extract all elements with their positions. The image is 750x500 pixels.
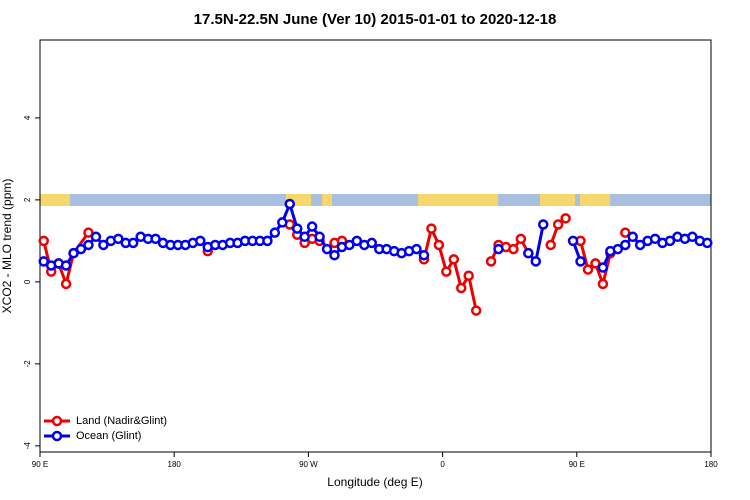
data-point [463,270,474,281]
x-tick-label: 180 [168,460,182,469]
data-point [545,239,556,251]
data-point [60,278,72,290]
data-point [284,198,296,210]
data-point [98,239,109,251]
data-point [515,233,527,245]
data-point [299,231,310,243]
data-point [687,231,698,243]
data-point [523,247,534,259]
legend: Land (Nadir&Glint) Ocean (Glint) [44,415,167,442]
data-point [195,235,206,247]
y-tick-label: 2 [23,197,32,202]
data-point [448,254,460,265]
data-point [485,256,497,267]
data-point [262,235,273,247]
data-point [75,243,87,255]
x-axis-label: Longitude (deg E) [327,475,422,489]
y-tick-label: -2 [23,360,32,368]
data-point [277,217,288,228]
data-point [455,282,467,294]
data-point [582,264,594,275]
x-tick-label: 90 E [569,460,585,469]
data-point [634,239,646,251]
data-point [344,239,355,251]
y-axis-label: XCO2 - MLO trend (ppm) [0,179,14,314]
data-point [329,249,340,261]
data-point [113,233,124,245]
data-point [306,221,318,232]
data-point [441,266,452,277]
x-tick-label: 90 E [32,460,48,469]
data-point [552,219,564,230]
chart-title: 17.5N-22.5N June (Ver 10) 2015-01-01 to … [194,11,557,28]
data-point [291,223,303,234]
data-point [68,247,79,259]
y-tick-label: -4 [23,442,32,450]
data-point [530,256,542,267]
data-point [127,237,139,249]
y-tick-label: 4 [23,115,32,120]
surface-band [40,194,711,206]
data-point [567,235,579,247]
data-point [597,278,609,290]
data-point [314,231,325,243]
data-point [90,231,102,243]
data-point [38,256,49,267]
legend-label: Ocean (Glint) [76,430,141,442]
data-point [702,237,713,249]
data-point [575,256,586,267]
data-point [508,243,519,255]
legend-label: Land (Nadir&Glint) [76,415,167,427]
data-point [627,231,638,243]
data-point [433,239,445,251]
data-point [612,243,624,255]
data-point [366,237,378,249]
x-tick-label: 90 W [299,460,318,469]
data-point [590,258,601,269]
data-point [150,233,161,245]
data-point [597,262,609,273]
data-point [411,243,422,255]
data-point [620,239,631,251]
data-point [269,227,281,238]
data-point [426,223,437,234]
data-point [60,260,72,271]
data-point [351,235,363,247]
data-point [620,227,631,238]
data-point [38,235,49,247]
data-point [493,243,504,255]
data-point [83,227,94,238]
data-point [664,235,676,247]
data-point [470,305,482,316]
data-point [321,243,333,255]
data-point [538,219,549,230]
x-tick-label: 0 [440,460,445,469]
legend-marker [51,430,63,442]
data-point [560,213,571,224]
data-point [649,233,661,245]
y-tick-label: 0 [23,279,32,284]
data-point [83,239,94,251]
legend-marker [51,415,63,427]
x-tick-label: 180 [704,460,718,469]
data-point [418,249,430,261]
